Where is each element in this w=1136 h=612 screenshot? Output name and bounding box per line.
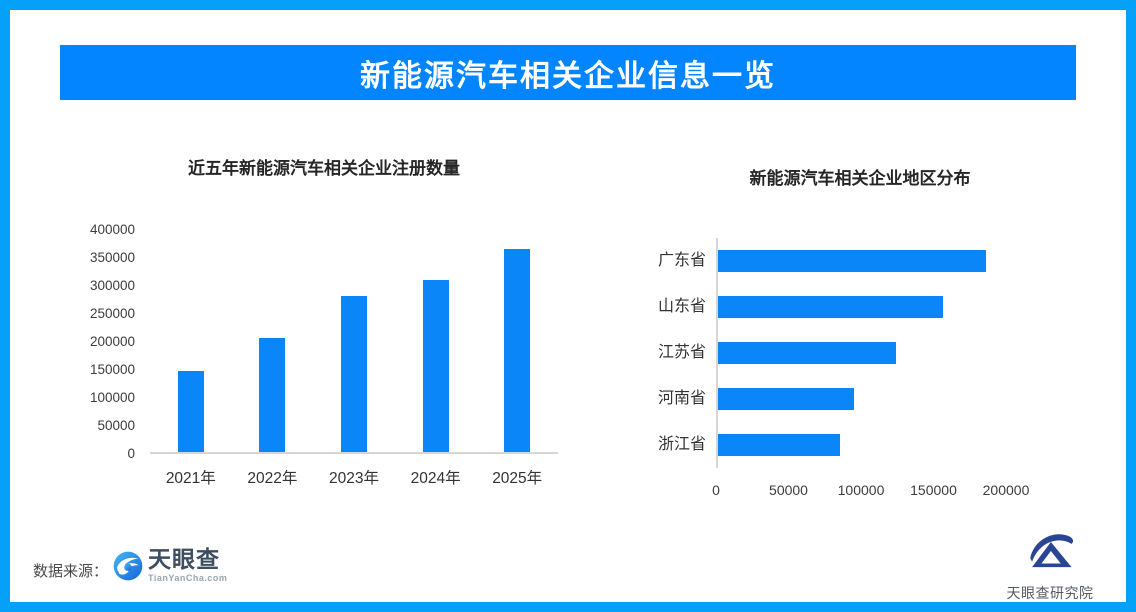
research-institute-logo: 天眼查研究院 (992, 528, 1108, 602)
y-tick-300000: 300000 (89, 278, 135, 293)
y-tick-100000: 100000 (89, 390, 135, 405)
x-tick-0: 0 (712, 482, 720, 498)
y-tick-150000: 150000 (89, 362, 135, 377)
y-tick-350000: 350000 (89, 250, 135, 265)
x-category-2025年: 2025年 (492, 470, 543, 487)
registrations-chart: 近五年新能源汽车相关企业注册数量 2021年 2022年 2023年 2024年 202… (60, 140, 600, 512)
y-tick-200000: 200000 (89, 334, 135, 349)
x-category-2023年: 2023年 (329, 470, 379, 487)
category-浙江省: 浙江省 (657, 436, 706, 453)
bar-广东省 (718, 250, 987, 272)
x-tick-150000: 150000 (910, 482, 957, 498)
x-tick-200000: 200000 (982, 482, 1030, 498)
category-河南省: 河南省 (657, 390, 706, 407)
x-category-2022年: 2022年 (247, 470, 298, 487)
category-广东省: 广东省 (657, 252, 706, 269)
bar-2024年 (422, 280, 449, 452)
research-institute-icon (1024, 528, 1076, 579)
region-chart-plot (716, 238, 1093, 468)
x-category-2021年: 2021年 (165, 470, 216, 487)
title-banner: 新能源汽车相关企业信息一览 (60, 45, 1076, 100)
page-title: 新能源汽车相关企业信息一览 (360, 59, 776, 93)
x-tick-50000: 50000 (769, 482, 808, 498)
bar-江苏省 (718, 342, 897, 364)
x-tick-100000: 100000 (837, 482, 885, 498)
registrations-chart-plot: 2021年 2022年 2023年 2024年 2025年 (150, 230, 558, 487)
bar-2022年 (259, 338, 286, 452)
y-tick-0: 0 (127, 446, 135, 461)
category-江苏省: 江苏省 (657, 344, 706, 361)
bar-浙江省 (718, 434, 840, 456)
tianyancha-domain-text: TianYanCha.com (148, 573, 228, 583)
registrations-chart-title: 近五年新能源汽车相关企业注册数量 (188, 159, 460, 178)
region-chart-title: 新能源汽车相关企业地区分布 (749, 169, 971, 188)
bar-2025年 (504, 249, 531, 452)
bar-山东省 (718, 296, 943, 318)
category-山东省: 山东省 (657, 298, 706, 315)
y-tick-50000: 50000 (97, 418, 135, 433)
bar-2021年 (177, 370, 204, 452)
x-category-2024年: 2024年 (410, 470, 461, 487)
y-tick-250000: 250000 (89, 306, 135, 321)
data-source-label: 数据来源： (33, 563, 109, 580)
bar-2023年 (341, 296, 367, 452)
tianyancha-eye-icon (113, 551, 143, 581)
footer: 数据来源： 天眼查 TianYan (10, 520, 1126, 602)
research-institute-name: 天眼查研究院 (1006, 585, 1094, 601)
region-chart: 新能源汽车相关企业地区分布 广东省山东省江苏省河南省浙江省 0 50000 10000… (640, 150, 1106, 522)
tianyancha-logo-text: 天眼查 (148, 546, 220, 572)
tianyancha-logo: 天眼查 TianYanCha.com (113, 548, 227, 583)
bar-河南省 (718, 388, 855, 410)
y-tick-400000: 400000 (89, 222, 135, 237)
